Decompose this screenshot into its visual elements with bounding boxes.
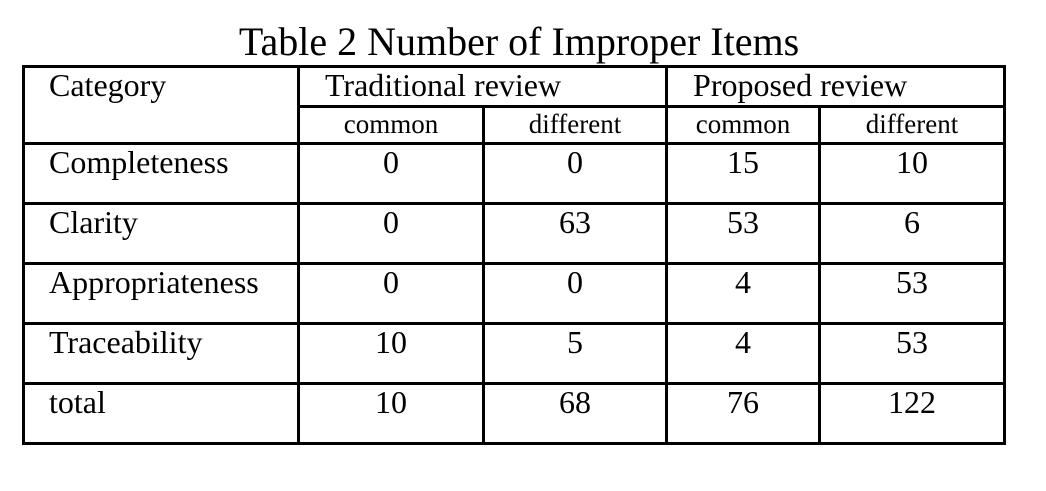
table-cell: 0 — [297, 202, 485, 265]
proposed-common-header: common — [665, 105, 822, 145]
proposed-review-header: Proposed review — [665, 65, 1007, 108]
table-cell: 5 — [481, 322, 669, 385]
table-cell: 10 — [818, 142, 1007, 205]
table-cell: 0 — [481, 262, 669, 325]
table-cell: 63 — [481, 202, 669, 265]
row-category: Appropriateness — [22, 262, 300, 325]
proposed-different-header: different — [818, 105, 1007, 145]
table-cell: 15 — [665, 142, 822, 205]
subheader-row: common different common different — [24, 105, 1007, 145]
category-header: Category — [22, 65, 300, 145]
table-cell: 0 — [481, 142, 669, 205]
table-cell: 122 — [818, 382, 1007, 445]
table-cell: 10 — [297, 322, 485, 385]
table-cell: 4 — [665, 322, 822, 385]
traditional-different-header: different — [481, 105, 669, 145]
table-cell: 53 — [818, 322, 1007, 385]
row-category: Clarity — [22, 202, 300, 265]
table-row: Completeness 0 0 15 10 — [22, 142, 1007, 205]
table-cell: 68 — [481, 382, 669, 445]
header-row: Category Traditional review Proposed rev… — [22, 65, 1007, 145]
table-row: Appropriateness 0 0 4 53 — [22, 262, 1007, 325]
table-cell: 53 — [818, 262, 1007, 325]
table-cell: 76 — [665, 382, 822, 445]
improper-items-table: Category Traditional review Proposed rev… — [22, 65, 1007, 445]
table-row: Traceability 10 5 4 53 — [22, 322, 1007, 385]
row-category: Traceability — [22, 322, 300, 385]
traditional-review-header: Traditional review — [296, 65, 669, 108]
table-cell: 0 — [297, 142, 485, 205]
table-cell: 53 — [665, 202, 822, 265]
table-caption: Table 2 Number of Improper Items — [238, 19, 800, 64]
table-cell: 10 — [297, 382, 485, 445]
table-cell: 0 — [297, 262, 485, 325]
table-row: Clarity 0 63 53 6 — [22, 202, 1007, 265]
traditional-common-header: common — [297, 105, 485, 145]
table-row-total: total 10 68 76 122 — [22, 382, 1007, 445]
row-category: Completeness — [22, 142, 300, 205]
table-cell: 4 — [665, 262, 822, 325]
row-category: total — [22, 382, 300, 445]
table-cell: 6 — [818, 202, 1007, 265]
